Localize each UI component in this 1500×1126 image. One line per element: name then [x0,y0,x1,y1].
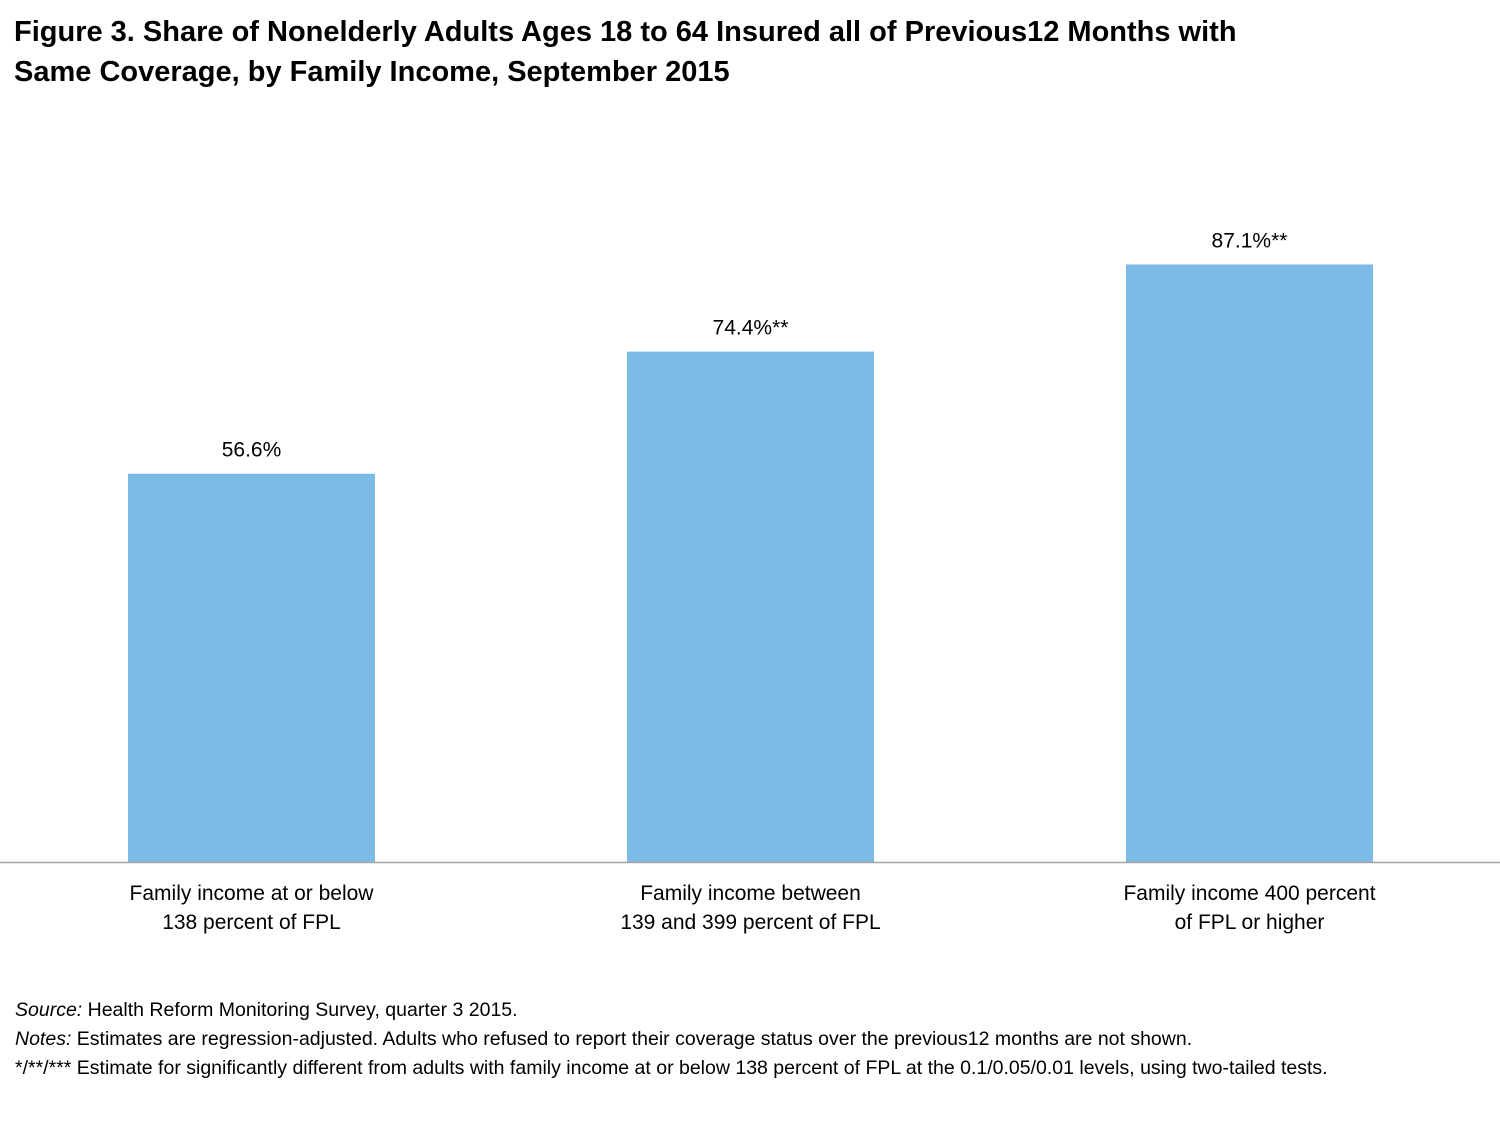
category-label-3-line-1: Family income 400 percent [1123,882,1375,905]
notes-text: Estimates are regression-adjusted. Adult… [71,1028,1193,1050]
data-label-1: 56.6% [222,439,282,462]
category-label-1-line-1: Family income at or below [130,882,375,905]
chart-title: Figure 3. Share of Nonelderly Adults Age… [14,12,1484,92]
data-labels-layer: 56.6% 74.4%** 87.1%** [222,229,1288,461]
chart-title-line-1: Figure 3. Share of Nonelderly Adults Age… [14,16,1237,48]
notes-note: Notes: Estimates are regression-adjusted… [15,1025,1485,1054]
source-lead: Source: [15,999,83,1021]
bar-3 [1126,264,1373,862]
bar-2 [627,351,874,862]
bar-1 [128,473,375,862]
category-label-2-line-1: Family income between [640,882,861,905]
bars-layer [128,264,1373,862]
chart-notes: Source: Health Reform Monitoring Survey,… [15,996,1485,1083]
source-note: Source: Health Reform Monitoring Survey,… [15,996,1485,1025]
significance-note: */**/*** Estimate for significantly diff… [15,1057,1328,1079]
notes-lead: Notes: [15,1028,72,1050]
source-text: Health Reform Monitoring Survey, quarter… [82,999,518,1021]
category-labels-layer: Family income at or below 138 percent of … [130,882,1376,934]
chart-title-line-2: Same Coverage, by Family Income, Septemb… [14,56,730,88]
category-label-2-line-2: 139 and 399 percent of FPL [620,911,880,934]
category-label-1-line-2: 138 percent of FPL [162,911,341,934]
data-label-2: 74.4%** [713,317,789,340]
data-label-3: 87.1%** [1212,229,1288,252]
category-label-3-line-2: of FPL or higher [1175,911,1325,934]
